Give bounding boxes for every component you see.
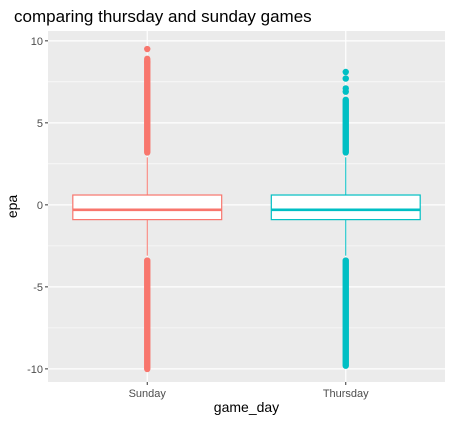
outlier-point <box>144 45 151 53</box>
y-tick-label: -10 <box>27 364 43 376</box>
outlier-point <box>342 68 349 76</box>
x-axis: Sunday Thursday <box>129 382 369 400</box>
box-sunday <box>72 45 223 373</box>
x-tick-label-sunday: Sunday <box>129 388 167 400</box>
y-axis-title: epa <box>4 195 20 219</box>
y-tick-label: -5 <box>33 282 43 294</box>
outlier-point <box>342 75 349 82</box>
chart-title: comparing thursday and sunday games <box>14 7 312 26</box>
x-tick-label-thursday: Thursday <box>323 388 369 400</box>
x-axis-title: game_day <box>214 399 279 415</box>
box-series <box>72 45 421 373</box>
upper-outlier-band <box>342 96 349 156</box>
box-thursday <box>270 68 421 369</box>
iqr-box <box>270 194 421 221</box>
y-tick-label: 5 <box>37 118 43 130</box>
y-tick-label: 10 <box>31 36 43 48</box>
iqr-box <box>72 194 223 221</box>
upper-outlier-band <box>144 57 151 156</box>
y-tick-label: 0 <box>37 200 43 212</box>
outlier-point <box>342 88 349 95</box>
y-axis: -10 -5 0 5 10 <box>27 36 48 376</box>
lower-outlier-band <box>342 257 349 369</box>
outlier-point <box>144 58 151 66</box>
lower-outlier-band <box>144 257 151 373</box>
